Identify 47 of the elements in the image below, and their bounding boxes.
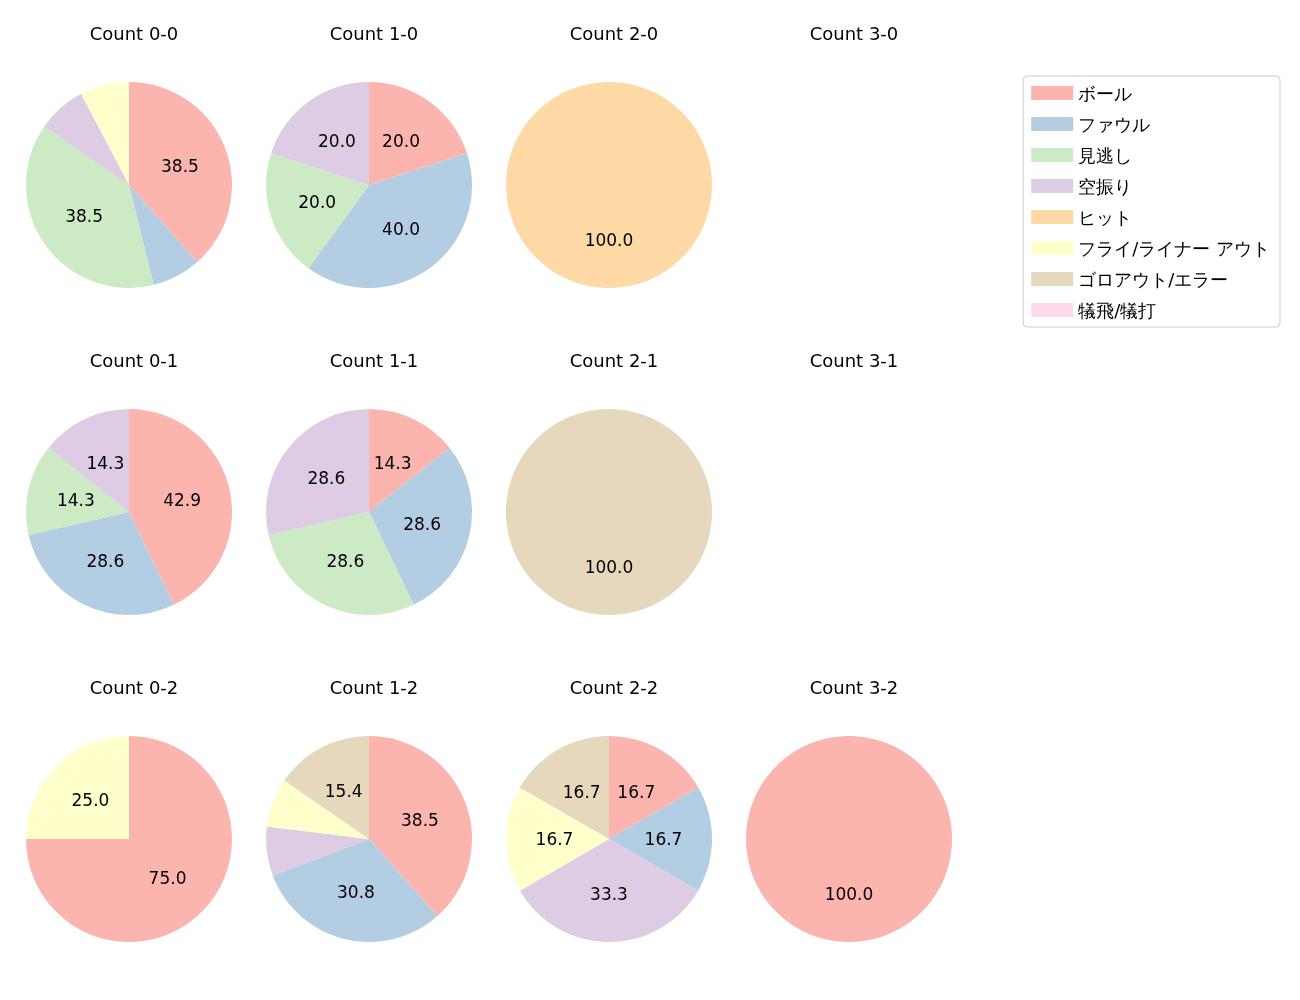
data-label: 42.9 — [163, 489, 202, 510]
data-label: 28.6 — [403, 514, 442, 535]
data-label: 38.5 — [401, 809, 439, 830]
data-label: 33.3 — [590, 883, 628, 904]
data-label: 14.3 — [373, 452, 412, 473]
data-label: 28.6 — [326, 551, 365, 572]
legend-label: ゴロアウト/エラー — [1078, 268, 1229, 290]
data-label: 30.8 — [337, 881, 375, 902]
chart-title: Count 0-0 — [89, 22, 179, 44]
chart-title: Count 1-2 — [329, 676, 419, 698]
data-label: 16.7 — [562, 781, 601, 802]
text: Count 3-1 — [809, 349, 899, 371]
data-label: 38.5 — [65, 205, 104, 226]
data-label: 100.0 — [824, 883, 874, 904]
data-label: 14.3 — [86, 452, 125, 473]
chart-title: Count 2-2 — [569, 676, 659, 698]
chart-title: Count 2-1 — [569, 349, 659, 371]
legend-label: ファウル — [1078, 113, 1151, 135]
data-label: 16.7 — [644, 829, 683, 850]
data-label: 75.0 — [148, 867, 187, 888]
data-label: 20.0 — [382, 130, 420, 151]
chart-title: Count 2-0 — [569, 22, 659, 44]
chart-title: Count 1-1 — [329, 349, 419, 371]
legend-label: ボール — [1078, 82, 1133, 104]
chart-title: Count 0-2 — [89, 676, 179, 698]
legend-label: 空振り — [1078, 175, 1133, 197]
data-label: 38.5 — [161, 155, 199, 176]
legend-label: フライ/ライナー アウト — [1078, 237, 1271, 259]
legend-label: 犠飛/犠打 — [1078, 299, 1157, 321]
data-label: 14.3 — [56, 489, 95, 510]
text: Count 3-0 — [809, 22, 899, 44]
data-label: 20.0 — [298, 191, 337, 212]
data-label: 100.0 — [584, 229, 634, 250]
chart-title: Count 1-0 — [329, 22, 419, 44]
data-label: 28.6 — [307, 468, 346, 489]
data-label: 15.4 — [324, 780, 363, 801]
legend-label: ヒット — [1078, 206, 1133, 228]
data-label: 25.0 — [71, 790, 110, 811]
data-label: 16.7 — [535, 829, 574, 850]
data-label: 28.6 — [86, 551, 125, 572]
data-label: 100.0 — [584, 556, 634, 577]
data-label: 40.0 — [382, 219, 420, 240]
legend-label: 見逃し — [1078, 144, 1133, 166]
chart-title: Count 0-1 — [89, 349, 179, 371]
data-label: 16.7 — [617, 781, 656, 802]
data-label: 20.0 — [318, 130, 356, 151]
chart-title: Count 3-2 — [809, 676, 899, 698]
